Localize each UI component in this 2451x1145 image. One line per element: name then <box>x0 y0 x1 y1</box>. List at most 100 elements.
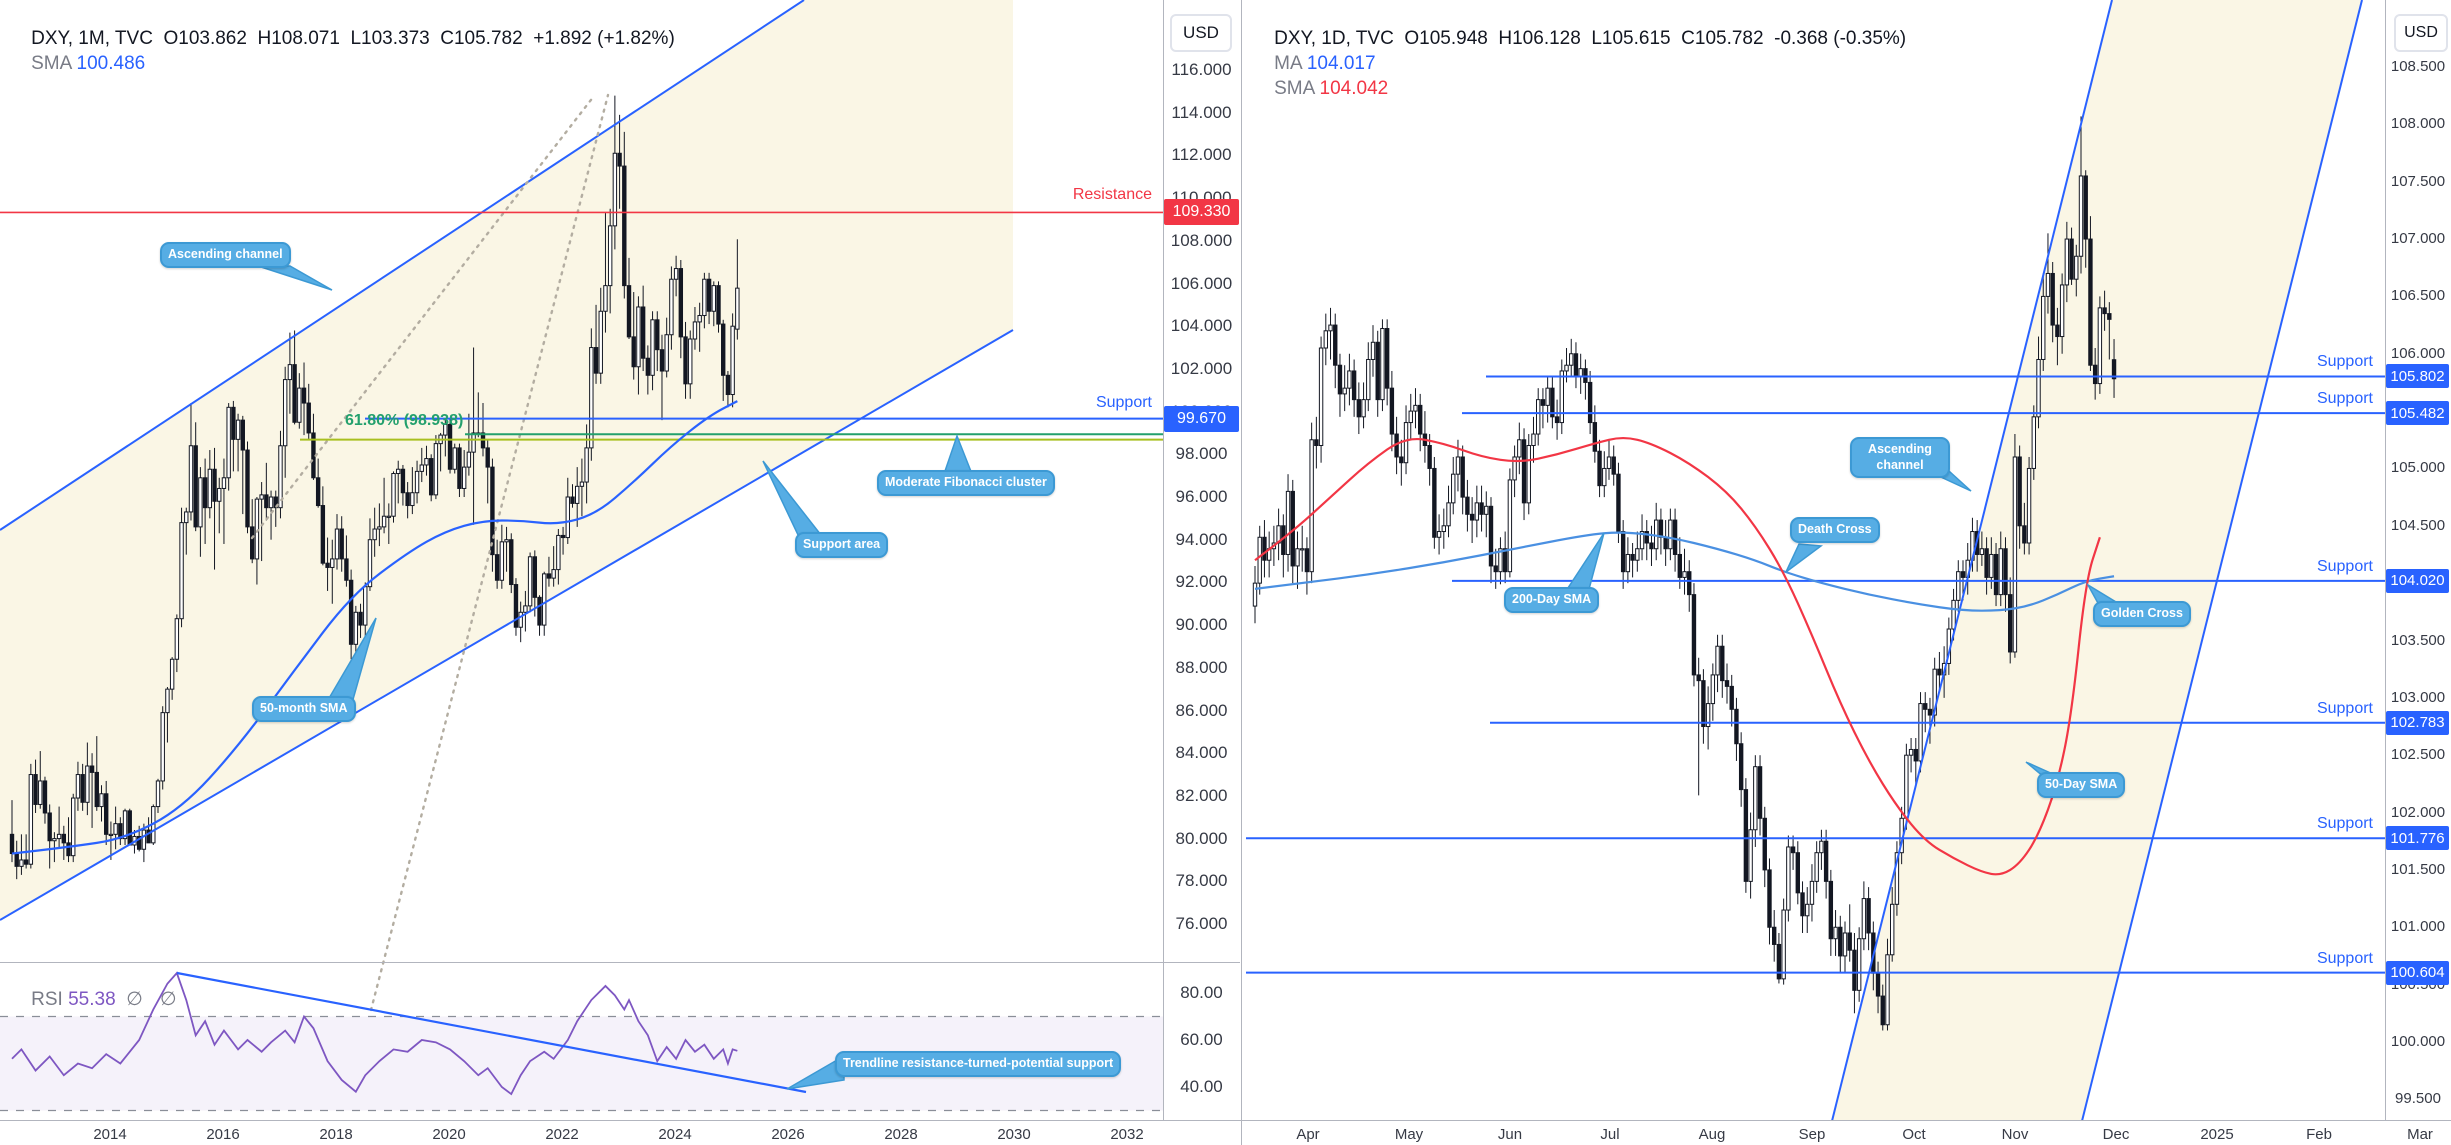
right-ohlc-values: O105.948 H106.128 L105.615 C105.782 <box>1404 28 1764 49</box>
price-tick-left: 102.000 <box>1170 358 1233 378</box>
left-change-value: +1.892 (+1.82%) <box>533 28 675 49</box>
price-tick-right: 103.000 <box>2390 688 2446 706</box>
rsi-tick: 40.00 <box>1180 1077 1223 1096</box>
time-tick-right: Nov <box>2001 1126 2029 1143</box>
callout-fib-cluster[interactable]: Moderate Fibonacci cluster <box>877 470 1055 496</box>
price-tick-right: 105.000 <box>2390 459 2446 477</box>
price-tick-right: 107.500 <box>2390 172 2446 190</box>
callout-support-area[interactable]: Support area <box>795 532 889 558</box>
support-tag-right: Support <box>2316 390 2373 408</box>
daily-chart-canvas[interactable] <box>1243 0 2385 1145</box>
left-chart-legend[interactable]: DXY, 1M, TVC O103.862 H108.071 L103.373 … <box>10 6 675 72</box>
price-tick-left: 108.000 <box>1170 230 1233 250</box>
time-tick-left: 2022 <box>545 1126 579 1143</box>
time-tick-right: 2025 <box>2200 1126 2234 1143</box>
price-tick-left: 116.000 <box>1171 60 1232 79</box>
callout-sma200[interactable]: 200-Day SMA <box>1504 587 1600 613</box>
callout-sma50m[interactable]: 50-month SMA <box>252 696 356 722</box>
currency-label-right: USD <box>2404 24 2438 41</box>
price-tick-left: 96.000 <box>1175 487 1228 506</box>
time-tick-right: Dec <box>2102 1126 2130 1143</box>
callout-sma50d[interactable]: 50-Day SMA <box>2037 772 2126 798</box>
time-tick-left: 2024 <box>658 1126 692 1143</box>
price-tick-right: 99.500 <box>2395 1090 2441 1108</box>
callout-trendline[interactable]: Trendline resistance-turned-potential su… <box>835 1051 1122 1077</box>
left-price-axis-border <box>1163 0 1164 1120</box>
price-axis-label: 105.482 <box>2386 401 2449 426</box>
price-tick-right: 107.000 <box>2390 230 2446 248</box>
price-tick-left: 112.000 <box>1171 145 1232 165</box>
price-tick-left: 76.000 <box>1175 914 1228 933</box>
price-axis-label: 109.330 <box>1164 199 1239 226</box>
pane-divider[interactable] <box>1241 0 1242 1145</box>
price-tick-right: 108.500 <box>2390 58 2446 75</box>
time-tick-left: 2014 <box>93 1126 127 1143</box>
price-tick-left: 92.000 <box>1175 572 1228 592</box>
price-axis-label: 105.802 <box>2386 364 2449 389</box>
monthly-chart-canvas[interactable] <box>0 0 1240 1145</box>
right-sma-value: 104.042 <box>1319 78 1389 99</box>
resistance-tag: Resistance <box>1072 186 1152 203</box>
price-tick-right: 101.500 <box>2390 860 2446 878</box>
left-sma-value: 100.486 <box>76 53 146 74</box>
price-axis-label: 99.670 <box>1164 405 1239 432</box>
support-tag-left: Support <box>1095 394 1152 411</box>
support-tag-right: Support <box>2316 815 2373 833</box>
right-ma-value: 104.017 <box>1306 53 1376 74</box>
time-tick-right: Feb <box>2306 1126 2332 1143</box>
callout-golden[interactable]: Golden Cross <box>2093 601 2191 627</box>
price-axis-label: 100.604 <box>2386 960 2449 985</box>
right-sma-legend[interactable]: SMA 104.042 <box>1253 56 1388 122</box>
rsi-pane-separator[interactable] <box>0 962 1240 963</box>
price-tick-left: 84.000 <box>1175 743 1228 763</box>
price-tick-right: 106.500 <box>2390 287 2446 305</box>
price-tick-right: 103.500 <box>2390 631 2446 649</box>
rsi-empty-set-icons[interactable]: ∅ ∅ <box>126 989 183 1010</box>
time-tick-right: May <box>1394 1126 1424 1143</box>
left-sma-name: SMA <box>31 53 72 74</box>
time-tick-right: Apr <box>1296 1126 1320 1143</box>
price-axis-label: 104.020 <box>2386 568 2449 593</box>
price-tick-left: 78.000 <box>1175 871 1228 891</box>
price-tick-left: 98.000 <box>1175 444 1228 464</box>
price-tick-left: 88.000 <box>1175 657 1228 677</box>
left-sma-legend[interactable]: SMA 100.486 <box>10 31 145 97</box>
time-tick-left: 2028 <box>884 1126 918 1143</box>
price-tick-right: 102.500 <box>2390 746 2446 764</box>
rsi-legend[interactable]: RSI 55.38 ∅ ∅ <box>10 966 183 1033</box>
currency-button-right[interactable]: USD <box>2394 14 2448 52</box>
right-sma-name: SMA <box>1274 78 1315 99</box>
price-tick-right: 106.000 <box>2390 344 2446 362</box>
price-tick-left: 90.000 <box>1175 615 1228 635</box>
rsi-tick: 80.00 <box>1180 983 1223 1002</box>
time-tick-left: 2016 <box>206 1126 240 1143</box>
time-axis-separator <box>0 1120 2451 1121</box>
right-chart-legend[interactable]: DXY, 1D, TVC O105.948 H106.128 L105.615 … <box>1253 6 1906 72</box>
fib-level-label: 61.80% (98.938) <box>345 412 464 429</box>
right-price-axis-border <box>2385 0 2386 1120</box>
price-tick-left: 104.000 <box>1170 316 1233 336</box>
callout-asc-r[interactable]: Ascending channel <box>1850 437 1950 479</box>
price-tick-right: 104.500 <box>2390 516 2446 534</box>
callout-asc-l[interactable]: Ascending channel <box>160 242 291 268</box>
support-tag-right: Support <box>2316 353 2373 371</box>
support-tag-right: Support <box>2316 699 2373 717</box>
time-tick-left: 2026 <box>771 1126 805 1143</box>
currency-label-left: USD <box>1183 23 1219 42</box>
time-tick-left: 2030 <box>997 1126 1031 1143</box>
left-symbol-label: DXY, 1M, TVC <box>31 28 153 49</box>
rsi-value: 55.38 <box>68 989 116 1010</box>
price-tick-left: 82.000 <box>1175 785 1228 805</box>
right-ma-legend[interactable]: MA 104.017 <box>1253 31 1376 97</box>
price-tick-left: 106.000 <box>1170 273 1233 293</box>
price-tick-right: 102.000 <box>2390 803 2446 821</box>
callout-death[interactable]: Death Cross <box>1790 517 1880 543</box>
price-tick-left: 94.000 <box>1175 529 1228 549</box>
support-tag-right: Support <box>2316 949 2373 967</box>
price-tick-right: 101.000 <box>2390 918 2446 936</box>
right-ma-name: MA <box>1274 53 1302 74</box>
currency-button-left[interactable]: USD <box>1170 14 1232 52</box>
time-tick-right: Jun <box>1497 1126 1523 1143</box>
